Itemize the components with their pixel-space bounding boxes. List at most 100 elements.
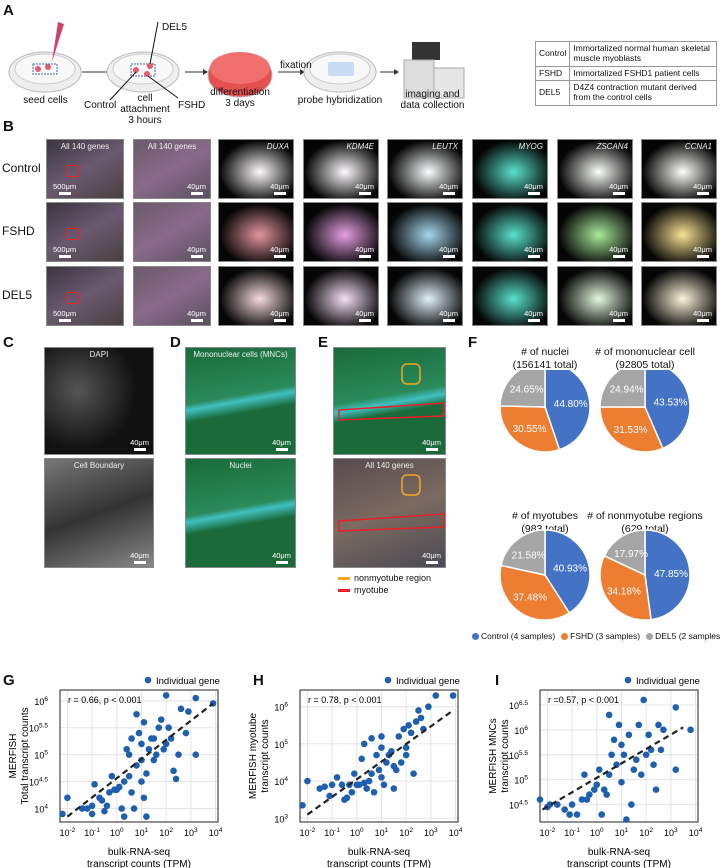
scale-bar: 40μm	[272, 438, 291, 451]
table-cell-group: Control	[534, 41, 571, 67]
pie-legend: Control (4 samples) FSHD (3 samples) DEL…	[472, 631, 720, 641]
gene-image-myog: 40μm	[472, 202, 548, 262]
pie-charts: 44.80% 30.55% 24.65% 43.53% 31.53% 24.94% 40.9…	[499, 370, 691, 621]
gene-image-ccna1: 40μm	[641, 266, 717, 326]
scale-bar: 40μm	[693, 309, 712, 322]
image-label: DAPI	[89, 350, 109, 359]
legend-myotube: myotube	[338, 585, 389, 595]
step-imaging: imaging and data collection	[400, 89, 465, 111]
x-tick-label: 102	[159, 827, 173, 838]
scale-bar: 40μm	[693, 182, 712, 195]
data-point	[615, 721, 623, 729]
data-point	[546, 801, 554, 808]
data-point	[595, 766, 603, 773]
data-point	[115, 783, 123, 791]
pie-slice-label: 21.58%	[512, 551, 546, 562]
panel-label-a: A	[3, 2, 14, 19]
pie-slice-label: 37.48%	[513, 592, 547, 603]
data-point	[370, 788, 378, 796]
data-point	[365, 777, 373, 785]
y-tick-label: 104	[274, 776, 288, 787]
scale-bar: 500μm	[53, 245, 76, 258]
data-point	[321, 783, 328, 790]
gene-image-duxa: DUXA 40μm	[218, 139, 294, 199]
table-cell-description: D4Z4 contraction mutant derived from the…	[569, 80, 717, 106]
nuclei-image: Nuclei 40μm	[185, 458, 296, 568]
scale-bar: 40μm	[439, 309, 458, 322]
table-cell-group: FSHD	[534, 65, 571, 82]
x-tick-label: 101	[615, 827, 629, 838]
data-point	[610, 736, 618, 744]
data-point	[299, 801, 306, 809]
scale-bar: 40μm	[609, 245, 628, 258]
scale-bar: 40μm	[609, 309, 628, 322]
pie-slice-del5	[500, 529, 546, 576]
y-tick-label: 106	[514, 725, 528, 736]
pie-slice-control	[544, 370, 591, 451]
gene-image-leutx: LEUTX 40μm	[387, 139, 463, 199]
pie-slice-label: 31.53%	[614, 425, 648, 436]
scale-bar: 40μm	[422, 551, 441, 564]
data-point	[568, 801, 576, 808]
data-point	[672, 704, 680, 711]
data-point	[363, 785, 370, 792]
gene-image-zscan4: 40μm	[557, 202, 633, 262]
data-point	[593, 781, 601, 788]
data-point	[125, 772, 133, 780]
y-tick-label: 106	[274, 702, 288, 713]
scale-bar: 40μm	[270, 309, 289, 322]
data-point	[360, 740, 368, 748]
pie-slice-control	[644, 370, 691, 450]
data-point	[130, 805, 138, 812]
panel-label-d: D	[170, 334, 181, 351]
gene-image-myog: 40μm	[472, 266, 548, 326]
gene-label: ZSCAN4	[596, 142, 628, 151]
pie-title-mononuclear: # of mononuclear cell (92805 total)	[595, 346, 695, 371]
data-point	[402, 751, 410, 759]
well-label-fshd: FSHD	[178, 100, 206, 111]
legend-nonmyotube: nonmyotube region	[338, 573, 431, 583]
data-point	[578, 796, 586, 803]
pie-slice-label: 24.94%	[610, 385, 644, 396]
data-point	[133, 710, 140, 718]
y-tick-label: 105.5	[509, 750, 528, 761]
data-point	[598, 811, 606, 818]
data-point	[402, 744, 410, 751]
scale-bar: 40μm	[355, 182, 374, 195]
data-point	[140, 794, 148, 802]
data-point	[368, 735, 375, 742]
table-cell-description: Immortalized FSHD1 patient cells	[569, 65, 717, 82]
scale-bar: 500μm	[53, 182, 76, 195]
legend-label: Individual gene	[156, 676, 220, 687]
data-point	[152, 751, 160, 758]
data-point	[120, 778, 128, 785]
panel-label-i: I	[495, 672, 500, 689]
data-point	[160, 745, 167, 753]
gene-image-kdm4e: 40μm	[303, 202, 379, 262]
x-tick-label: 103	[424, 827, 438, 838]
cell-line-table: Control Immortalized normal human skeleta…	[534, 41, 717, 106]
data-point	[378, 774, 385, 781]
x-tick-label: 104	[449, 827, 463, 838]
x-tick-label: 102	[399, 827, 413, 838]
data-point	[106, 789, 113, 796]
data-point	[632, 756, 640, 764]
dish-hybridization	[303, 51, 377, 93]
y-axis-label: MERFISH	[8, 734, 19, 779]
gene-image-zscan4: ZSCAN4 40μm	[557, 139, 633, 199]
pie-slice-label: 34.18%	[607, 586, 641, 597]
scale-bar: 40μm	[693, 245, 712, 258]
gene-image-myog: MYOG 40μm	[472, 139, 548, 199]
data-point	[125, 751, 133, 758]
legend-fshd: FSHD (3 samples)	[561, 631, 640, 641]
x-tick-label: 100	[350, 827, 364, 838]
pie-slice-fshd	[599, 406, 664, 453]
data-point	[390, 785, 398, 792]
pie-slice-label: 43.53%	[654, 398, 688, 409]
data-point	[88, 802, 96, 810]
data-point	[185, 708, 192, 715]
data-point	[536, 796, 544, 803]
dish-attachment	[106, 21, 180, 101]
well-label-del5: DEL5	[162, 22, 188, 33]
image-label: All 140 genes	[365, 461, 414, 470]
